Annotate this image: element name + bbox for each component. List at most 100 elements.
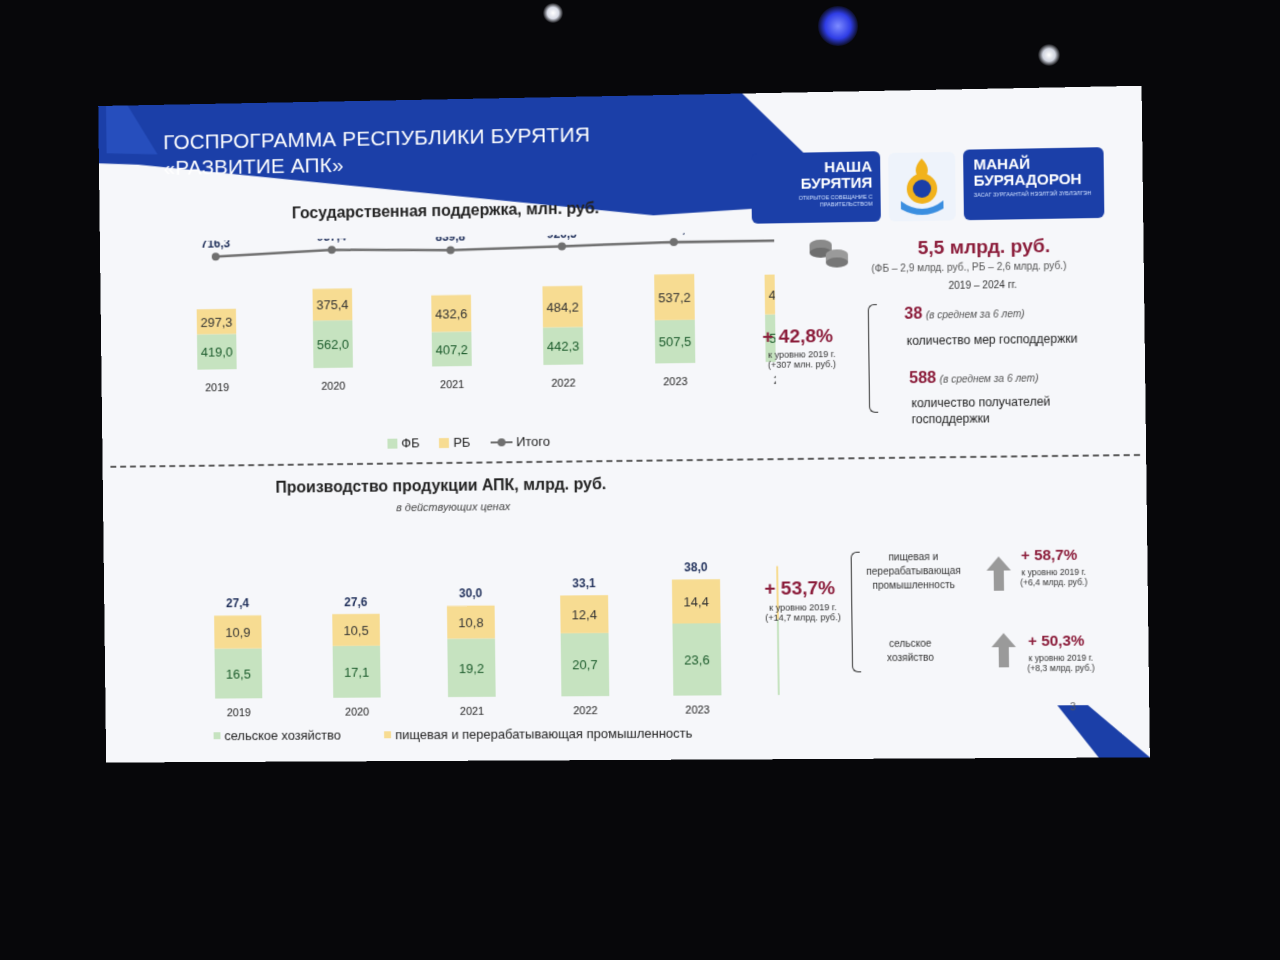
data-label-rb: 297,3: [200, 314, 232, 329]
data-label-rb: 484,2: [546, 299, 579, 315]
production-chart: 16,5 10,9 27,4 2019 17,1 10,5 27,6 2020 19,2 10,8…: [123, 504, 780, 721]
legend-item-food-industry: пищевая и перерабатывающая промышленност…: [384, 726, 692, 743]
stage-light: [1038, 44, 1060, 66]
total-line: [216, 240, 777, 256]
support-chart: 419,0 297,3 2019 562,0 375,4 2020 407,2 432,6 20…: [119, 231, 776, 440]
total-point: [670, 238, 678, 246]
agriculture-label-2: хозяйство: [870, 652, 951, 667]
total-label: 937,4: [317, 231, 347, 244]
production-growth: + 53,7%: [764, 578, 835, 601]
measures-stat: 38 (в среднем за 6 лет): [904, 304, 1025, 324]
data-label-fb: 507,5: [659, 334, 692, 350]
data-label-food-industry: 12,4: [572, 607, 597, 622]
data-label-agriculture: 17,1: [344, 665, 369, 680]
total-label: 27,6: [344, 595, 368, 609]
total-label: 839,8: [435, 231, 465, 244]
logo-right-title-1: МАНАЙ: [973, 147, 1104, 174]
page-number: 3: [1070, 702, 1076, 713]
emblem-icon: [886, 150, 958, 224]
total-label: 1044,7: [655, 231, 692, 236]
legend-swatch-rb: [439, 438, 449, 448]
recipients-note: (в среднем за 6 лет): [940, 373, 1039, 385]
recipients-label-2: господдержки: [912, 411, 990, 426]
data-label-agriculture: 19,2: [459, 661, 484, 676]
agriculture-growth-note: к уровню 2019 г. (+8,3 млрд. руб.): [1010, 652, 1112, 673]
x-tick-label: 2019: [227, 707, 251, 719]
total-label: 1023,3: [766, 231, 777, 235]
agriculture-label-1: сельское: [870, 637, 951, 652]
measures-label: количество мер господдержки: [907, 331, 1078, 348]
data-label-rb: 466,3: [768, 287, 776, 303]
x-tick-label: 2019: [205, 382, 229, 394]
x-tick-label: 2020: [345, 706, 369, 718]
legend-item-rb: РБ: [439, 435, 470, 450]
total-label: 27,4: [226, 597, 249, 611]
support-growth-note-2: (+307 млн. руб.): [752, 359, 853, 370]
data-label-food-industry: 10,5: [344, 623, 369, 638]
bar-agriculture: [777, 619, 780, 695]
data-label-rb: 537,2: [658, 290, 691, 306]
legend-label-food-industry: пищевая и перерабатывающая промышленност…: [395, 726, 692, 743]
data-label-fb: 419,0: [201, 345, 233, 360]
data-label-agriculture: 20,7: [572, 658, 597, 673]
data-label-rb: 432,6: [435, 306, 467, 322]
total-label: 30,0: [459, 587, 483, 601]
food-industry-growth-note-2: (+6,4 млрд. руб.): [1003, 577, 1105, 588]
legend-item-fb: ФБ: [387, 435, 419, 450]
legend-item-agriculture: сельское хозяйство: [214, 728, 341, 744]
food-industry-label-2: перерабатывающая: [863, 565, 964, 580]
agriculture-growth: + 50,3%: [1028, 632, 1085, 650]
data-label-rb: 375,4: [316, 297, 348, 312]
slide-title: ГОСПРОГРАММА РЕСПУБЛИКИ БУРЯТИЯ «РАЗВИТИ…: [163, 122, 590, 182]
support-total-period: 2019 – 2024 гг.: [948, 280, 1016, 292]
food-industry-label-1: пищевая и: [863, 551, 964, 566]
event-logo: НАША БУРЯТИЯ ОТКРЫТОЕ СОВЕЩАНИЕ С ПРАВИТ…: [751, 147, 1113, 228]
coins-icon: [806, 234, 851, 271]
recipients-label-1: количество получателей: [911, 394, 1050, 410]
data-label-fb: 442,3: [547, 339, 580, 355]
data-label-fb: 562,0: [317, 337, 349, 352]
recipients-stat: 588 (в среднем за 6 лет): [909, 368, 1039, 388]
support-stats-bracket: [868, 304, 878, 413]
legend-swatch-fb: [387, 438, 397, 448]
logo-left-title-1: НАША: [751, 151, 872, 177]
measures-number: 38: [904, 305, 922, 322]
production-chart-title: Производство продукции АПК, млрд. руб.: [275, 476, 606, 498]
agriculture-growth-note-2: (+8,3 млрд. руб.): [1010, 663, 1112, 674]
agriculture-label: сельское хозяйство: [870, 637, 951, 666]
total-label: 716,3: [201, 236, 231, 250]
x-tick-label: 2021: [440, 379, 464, 391]
legend-label-rb: РБ: [453, 435, 470, 450]
legend-item-total: Итого: [490, 434, 550, 450]
total-label: 33,1: [572, 576, 596, 590]
stage-light-blue: [818, 6, 858, 46]
food-industry-growth: + 58,7%: [1021, 547, 1078, 565]
production-stats-bracket: [851, 552, 862, 673]
recipients-number: 588: [909, 370, 936, 387]
legend-label-agriculture: сельское хозяйство: [224, 728, 341, 744]
food-industry-growth-note: к уровню 2019 г. (+6,4 млрд. руб.): [1003, 567, 1105, 588]
stage-light: [543, 3, 563, 23]
x-tick-label: 2023: [663, 376, 688, 388]
support-growth-note: к уровню 2019 г. (+307 млн. руб.): [751, 349, 852, 370]
logo-left-subtitle: ОТКРЫТОЕ СОВЕЩАНИЕ С ПРАВИТЕЛЬСТВОМ: [751, 192, 872, 211]
logo-right-panel: МАНАЙ БУРЯАДОРОН ЗАСАГ ЗУРГААНТАЙ НЭЭЛТЭ…: [963, 147, 1104, 220]
logo-left-panel: НАША БУРЯТИЯ ОТКРЫТОЕ СОВЕЩАНИЕ С ПРАВИТ…: [751, 151, 881, 224]
legend-label-total: Итого: [516, 434, 550, 449]
total-point: [212, 253, 220, 261]
total-point: [447, 246, 455, 254]
legend-label-fb: ФБ: [401, 435, 419, 450]
support-total-breakdown: (ФБ – 2,9 млрд. руб., РБ – 2,6 млрд. руб…: [871, 261, 1066, 275]
section-divider: [110, 454, 1140, 468]
data-label-food-industry: 14,4: [683, 594, 709, 609]
support-chart-legend: ФБ РБ Итого: [387, 434, 550, 451]
legend-swatch-food-industry: [384, 731, 391, 738]
total-label: 38,0: [684, 560, 708, 574]
total-point: [558, 242, 566, 250]
total-label: 926,5: [547, 231, 577, 240]
data-label-food-industry: 10,9: [225, 625, 250, 640]
x-tick-label: 2022: [551, 377, 576, 389]
production-growth-note: к уровню 2019 г. (+14,7 млрд. руб.): [752, 602, 853, 623]
production-growth-note-2: (+14,7 млрд. руб.): [753, 612, 854, 623]
x-tick-label: 2024: [774, 375, 777, 387]
